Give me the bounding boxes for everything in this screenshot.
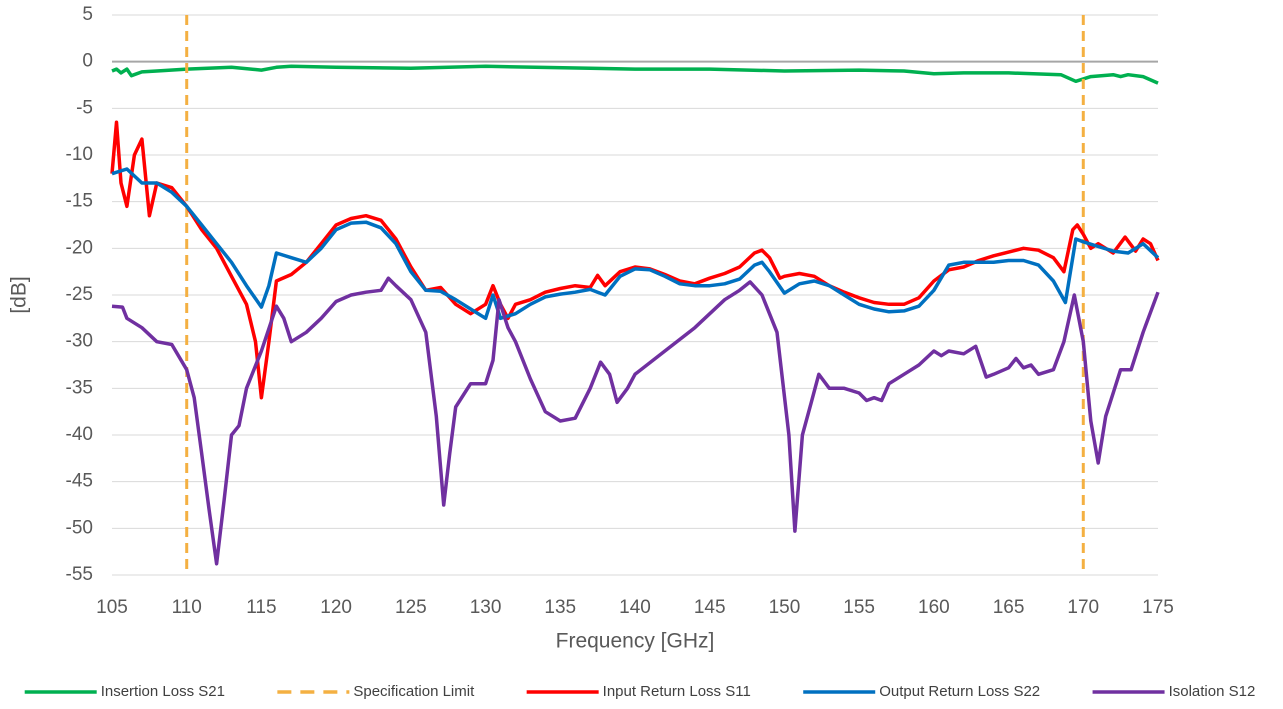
x-tick-label: 165 xyxy=(993,597,1025,618)
y-tick-label: -55 xyxy=(66,564,93,585)
x-tick-label: 150 xyxy=(769,597,801,618)
series-line xyxy=(111,276,1160,566)
legend-label: Specification Limit xyxy=(353,683,475,700)
x-tick-label: 140 xyxy=(619,597,651,618)
legend-label: Insertion Loss S21 xyxy=(101,683,225,700)
x-tick-label: 145 xyxy=(694,597,726,618)
x-tick-label: 155 xyxy=(843,597,875,618)
y-tick-label: -5 xyxy=(76,97,93,118)
x-tick-label: 175 xyxy=(1142,597,1174,618)
legend-label: Input Return Loss S11 xyxy=(603,683,751,700)
y-axis-title: [dB] xyxy=(8,276,31,313)
x-tick-label: 105 xyxy=(96,597,128,618)
y-tick-label: -10 xyxy=(66,144,93,165)
y-tick-label: -45 xyxy=(66,471,93,492)
y-tick-label: -25 xyxy=(66,284,93,305)
x-tick-label: 120 xyxy=(320,597,352,618)
y-tick-label: -35 xyxy=(66,377,93,398)
legend-label: Isolation S12 xyxy=(1169,683,1256,700)
series-line xyxy=(111,64,1159,85)
x-tick-label: 135 xyxy=(544,597,576,618)
series-line xyxy=(111,167,1160,321)
y-tick-label: -50 xyxy=(66,517,93,538)
y-tick-label: -20 xyxy=(66,237,93,258)
x-tick-label: 125 xyxy=(395,597,427,618)
y-tick-label: 0 xyxy=(82,51,93,72)
x-axis-title: Frequency [GHz] xyxy=(556,630,715,653)
x-tick-label: 160 xyxy=(918,597,950,618)
y-tick-label: -15 xyxy=(66,191,93,212)
y-tick-label: 5 xyxy=(82,4,93,25)
y-tick-label: -30 xyxy=(66,331,93,352)
y-tick-label: -40 xyxy=(66,424,93,445)
legend-label: Output Return Loss S22 xyxy=(879,683,1040,700)
legend: Insertion Loss S21 Specification Limit Inp… xyxy=(24,683,1256,700)
x-tick-label: 170 xyxy=(1067,597,1099,618)
x-tick-label: 130 xyxy=(470,597,502,618)
x-tick-label: 115 xyxy=(246,597,276,618)
x-tick-label: 110 xyxy=(172,597,202,618)
